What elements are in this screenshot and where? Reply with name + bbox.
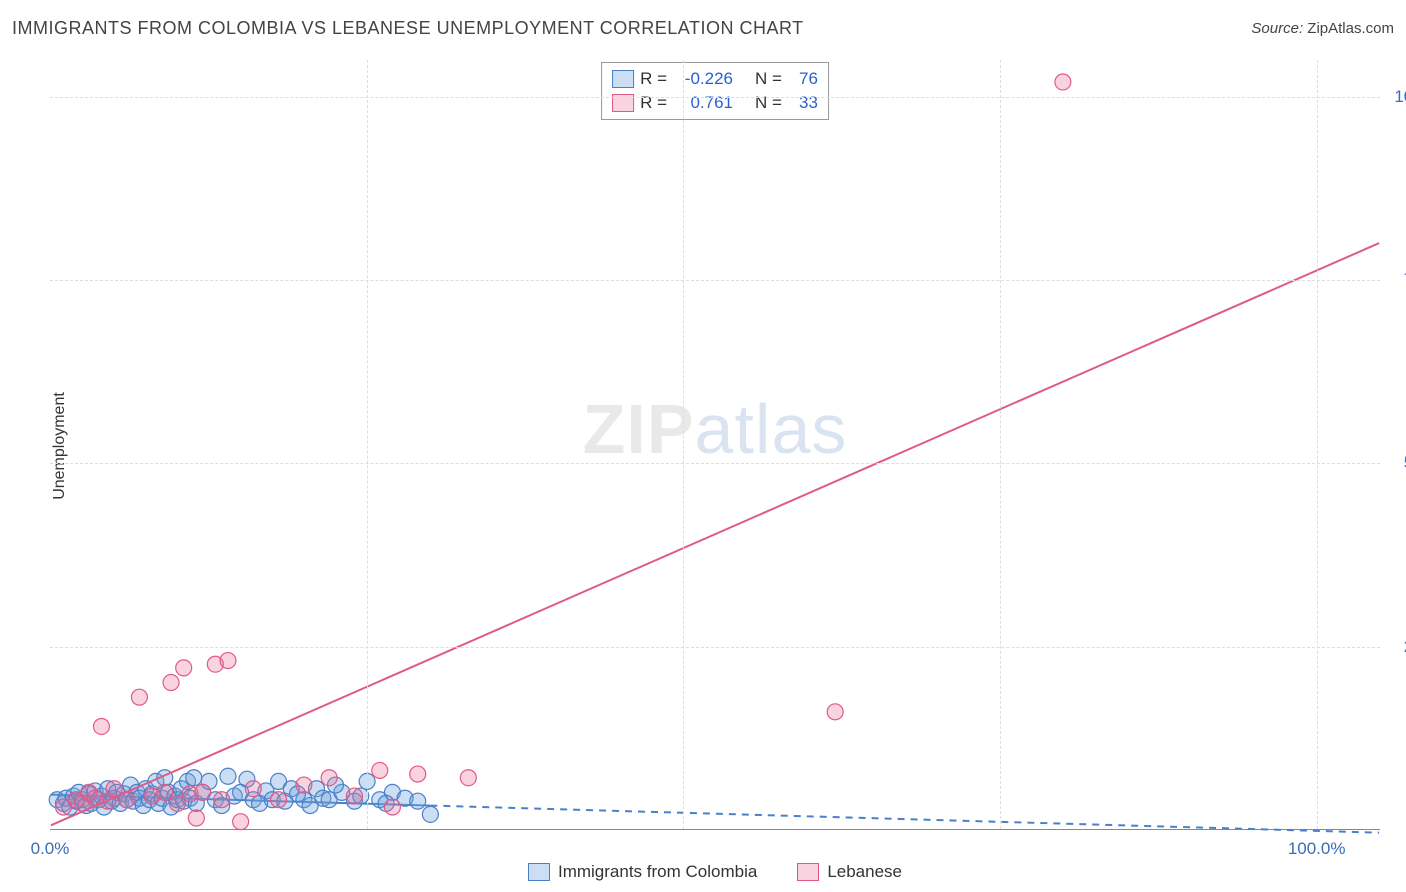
chart-title: IMMIGRANTS FROM COLOMBIA VS LEBANESE UNE… xyxy=(12,18,804,39)
point-lebanese xyxy=(296,777,312,793)
point-lebanese xyxy=(460,770,476,786)
point-lebanese xyxy=(827,704,843,720)
point-lebanese xyxy=(384,799,400,815)
point-lebanese xyxy=(176,660,192,676)
series-legend: Immigrants from Colombia Lebanese xyxy=(50,862,1380,882)
point-lebanese xyxy=(157,784,173,800)
y-tick-label: 100.0% xyxy=(1387,87,1406,107)
gridline-v xyxy=(1317,60,1318,829)
gridline-v xyxy=(367,60,368,829)
point-lebanese xyxy=(163,675,179,691)
legend-swatch-lebanese xyxy=(797,863,819,881)
point-lebanese xyxy=(1055,74,1071,90)
point-lebanese xyxy=(321,770,337,786)
chart-svg xyxy=(50,60,1380,829)
n-value: 76 xyxy=(788,69,818,89)
stats-row-lebanese: R =0.761N =33 xyxy=(612,91,818,115)
point-lebanese xyxy=(346,788,362,804)
point-lebanese xyxy=(195,784,211,800)
point-lebanese xyxy=(188,810,204,826)
source-label: Source: xyxy=(1251,20,1303,37)
trend-line-lebanese xyxy=(51,243,1379,825)
source-value: ZipAtlas.com xyxy=(1307,20,1394,37)
r-label: R = xyxy=(640,69,667,89)
swatch-colombia xyxy=(612,70,634,88)
x-tick-label: 0.0% xyxy=(31,839,70,859)
gridline-v xyxy=(1000,60,1001,829)
point-lebanese xyxy=(131,689,147,705)
point-colombia xyxy=(422,806,438,822)
point-lebanese xyxy=(233,814,249,830)
point-lebanese xyxy=(245,781,261,797)
trend-line-dashed-colombia xyxy=(430,806,1379,833)
r-value: -0.226 xyxy=(673,69,733,89)
point-colombia xyxy=(220,768,236,784)
y-tick-label: 75.0% xyxy=(1387,270,1406,290)
legend-item-colombia: Immigrants from Colombia xyxy=(528,862,757,882)
point-colombia xyxy=(410,793,426,809)
point-colombia xyxy=(186,770,202,786)
point-lebanese xyxy=(93,718,109,734)
stats-row-colombia: R = -0.226 N = 76 xyxy=(612,67,818,91)
gridline-h xyxy=(50,97,1380,98)
point-lebanese xyxy=(372,762,388,778)
legend-label: Lebanese xyxy=(827,862,902,882)
n-label: N = xyxy=(755,69,782,89)
source-attribution: Source: ZipAtlas.com xyxy=(1251,20,1394,37)
legend-swatch-colombia xyxy=(528,863,550,881)
legend-item-lebanese: Lebanese xyxy=(797,862,902,882)
gridline-h xyxy=(50,647,1380,648)
chart-header: IMMIGRANTS FROM COLOMBIA VS LEBANESE UNE… xyxy=(12,18,1394,39)
point-lebanese xyxy=(214,792,230,808)
gridline-h xyxy=(50,463,1380,464)
gridline-h xyxy=(50,280,1380,281)
point-lebanese xyxy=(106,781,122,797)
legend-label: Immigrants from Colombia xyxy=(558,862,757,882)
point-lebanese xyxy=(119,792,135,808)
point-lebanese xyxy=(410,766,426,782)
gridline-v xyxy=(683,60,684,829)
scatter-plot: ZIPatlas R =-0.226N =76R =0.761N =33 25.… xyxy=(50,60,1380,830)
point-lebanese xyxy=(220,653,236,669)
point-lebanese xyxy=(271,792,287,808)
x-tick-label: 100.0% xyxy=(1288,839,1346,859)
correlation-stats-box: R = -0.226 N = 76R =0.761N =33 xyxy=(601,62,829,120)
y-tick-label: 50.0% xyxy=(1387,453,1406,473)
y-tick-label: 25.0% xyxy=(1387,637,1406,657)
